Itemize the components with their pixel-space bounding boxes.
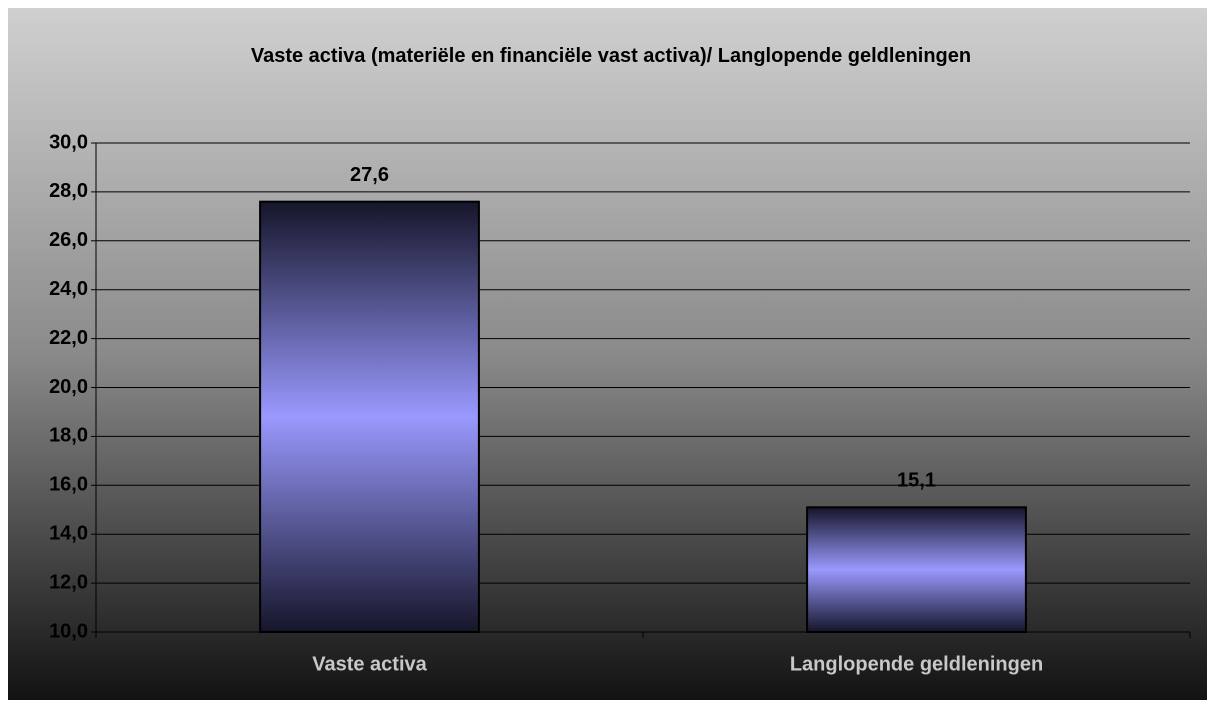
bar xyxy=(259,200,480,633)
y-tick-label: 22,0 xyxy=(49,327,88,349)
y-tick-label: 12,0 xyxy=(49,571,88,593)
y-tick-label: 30,0 xyxy=(49,131,88,153)
y-tick-label: 18,0 xyxy=(49,425,88,447)
y-tick-label: 28,0 xyxy=(49,180,88,202)
y-tick-label: 26,0 xyxy=(49,229,88,251)
y-tick-label: 24,0 xyxy=(49,278,88,300)
chart-background xyxy=(8,8,1207,700)
y-tick-label: 10,0 xyxy=(49,620,88,642)
bar xyxy=(806,506,1027,633)
y-tick-label: 16,0 xyxy=(49,474,88,496)
y-tick-label: 14,0 xyxy=(49,522,88,544)
y-tick-label: 20,0 xyxy=(49,376,88,398)
x-tick-label: Vaste activa xyxy=(312,653,427,675)
x-tick-label: Langlopende geldleningen xyxy=(790,653,1043,675)
value-label: 27,6 xyxy=(350,164,389,186)
value-label: 15,1 xyxy=(897,470,936,492)
chart-title: Vaste activa (materiële en financiële va… xyxy=(250,45,972,67)
